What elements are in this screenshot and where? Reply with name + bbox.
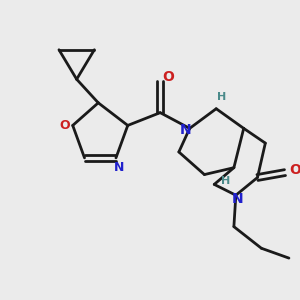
Text: O: O bbox=[289, 163, 300, 177]
Text: O: O bbox=[59, 119, 70, 132]
Text: H: H bbox=[221, 176, 231, 186]
Text: O: O bbox=[162, 70, 174, 84]
Text: H: H bbox=[218, 92, 227, 102]
Text: N: N bbox=[180, 123, 191, 137]
Text: N: N bbox=[232, 192, 244, 206]
Text: N: N bbox=[114, 161, 124, 174]
